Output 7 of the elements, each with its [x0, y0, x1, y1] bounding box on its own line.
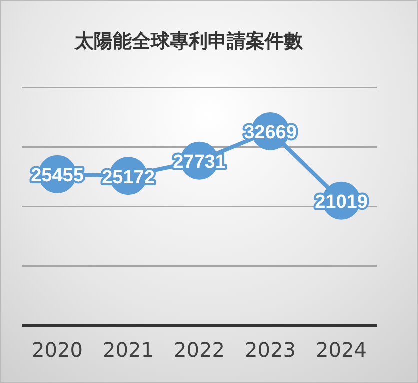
data-label: 21019 — [315, 192, 368, 214]
x-tick-label: 2024 — [316, 338, 367, 362]
x-tick-label: 2020 — [32, 338, 83, 362]
x-tick-label: 2022 — [174, 338, 225, 362]
x-tick-label: 2023 — [245, 338, 296, 362]
chart-title: 太陽能全球專利申請案件數 — [74, 30, 304, 52]
x-tick-label: 2021 — [103, 338, 154, 362]
